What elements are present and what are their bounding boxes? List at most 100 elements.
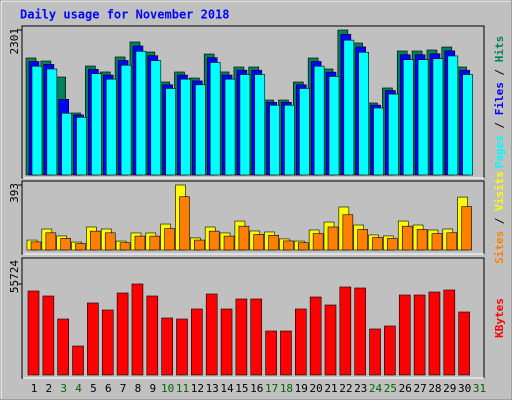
bar <box>284 104 295 176</box>
bar <box>42 295 55 376</box>
bar <box>150 60 162 176</box>
x-tick-label: 16 <box>250 382 263 395</box>
bar <box>209 62 221 176</box>
x-tick-label: 27 <box>413 382 426 395</box>
legend-entry: KBytes <box>493 298 506 338</box>
legend-entry: Files <box>493 82 506 115</box>
bar <box>164 228 175 251</box>
legend-entry: Hits <box>493 36 506 63</box>
bar <box>343 39 355 176</box>
bar <box>387 238 398 251</box>
bar <box>116 292 129 376</box>
bar <box>401 225 413 251</box>
bar <box>357 229 369 251</box>
legend-entry: Pages <box>493 135 506 168</box>
x-tick-label: 17 <box>265 382 278 395</box>
bar <box>31 65 43 176</box>
x-tick-label: 31 <box>473 382 486 395</box>
x-tick-label: 19 <box>295 382 308 395</box>
bar <box>373 107 384 176</box>
bar <box>342 214 354 251</box>
bar <box>372 237 383 251</box>
bar <box>101 309 114 376</box>
bar <box>208 230 220 251</box>
bar <box>91 73 102 176</box>
bar <box>76 117 87 176</box>
bar <box>369 328 381 376</box>
bar <box>195 84 206 176</box>
bar <box>265 330 277 376</box>
bar <box>30 241 42 251</box>
bar <box>312 233 324 251</box>
bar <box>119 242 131 251</box>
bar <box>416 229 428 251</box>
bar <box>165 88 176 176</box>
bar <box>461 206 472 251</box>
x-tick-label: 29 <box>443 382 456 395</box>
bar <box>180 78 191 176</box>
x-tick-label: 8 <box>135 382 142 395</box>
x-tick-label: 6 <box>105 382 112 395</box>
bar <box>254 74 266 176</box>
bar <box>269 104 280 176</box>
bar <box>90 230 101 251</box>
x-tick-label: 13 <box>206 382 219 395</box>
bar <box>446 232 458 251</box>
x-tick-label: 9 <box>149 382 156 395</box>
bar <box>60 238 72 251</box>
bar <box>134 235 146 251</box>
x-tick-label: 12 <box>191 382 204 395</box>
bar <box>447 55 459 176</box>
x-tick-label: 5 <box>90 382 97 395</box>
x-tick-label: 23 <box>354 382 367 395</box>
bar <box>238 225 250 251</box>
bar <box>268 234 279 251</box>
legend: KBytes <box>493 298 506 338</box>
x-tick-label: 30 <box>458 382 471 395</box>
bar <box>57 318 70 376</box>
bar <box>443 289 456 376</box>
y-tick-label: 55724 <box>8 260 21 293</box>
bar <box>413 294 426 376</box>
x-tick-label: 28 <box>428 382 441 395</box>
bar <box>458 311 470 376</box>
bar <box>250 298 263 376</box>
legend-entry: Sites <box>493 231 506 264</box>
x-tick-label: 11 <box>176 382 189 395</box>
y-tick-label: 2301 <box>8 28 21 55</box>
bar <box>46 68 58 176</box>
bar <box>324 304 337 376</box>
bar <box>253 234 265 251</box>
bar <box>384 325 396 376</box>
bar <box>462 74 473 176</box>
bar <box>354 287 367 376</box>
x-tick-label: 1 <box>31 382 38 395</box>
x-tick-label: 25 <box>384 382 397 395</box>
bar <box>87 302 99 376</box>
bar <box>313 65 325 176</box>
bar <box>146 295 159 376</box>
bar <box>432 58 444 176</box>
x-tick-label: 10 <box>161 382 174 395</box>
bar <box>224 78 236 176</box>
bar <box>194 239 205 251</box>
legend-separator: / <box>493 115 506 135</box>
bar <box>398 294 411 376</box>
x-tick-label: 2 <box>46 382 53 395</box>
legend-entry: Visits <box>493 171 506 211</box>
bar <box>235 298 248 376</box>
legend-separator: / <box>493 211 506 231</box>
x-tick-label: 4 <box>75 382 82 395</box>
bar <box>428 291 441 376</box>
legend: Pages / Files / Hits <box>493 36 506 169</box>
bar <box>388 93 399 176</box>
bar <box>327 226 339 251</box>
x-tick-label: 24 <box>369 382 383 395</box>
x-tick-label: 18 <box>280 382 293 395</box>
bar <box>61 112 73 176</box>
chart-title: Daily usage for November 2018 <box>20 8 230 22</box>
bar <box>104 232 116 251</box>
bar <box>239 74 251 176</box>
bar <box>328 76 340 176</box>
bar <box>179 196 190 251</box>
